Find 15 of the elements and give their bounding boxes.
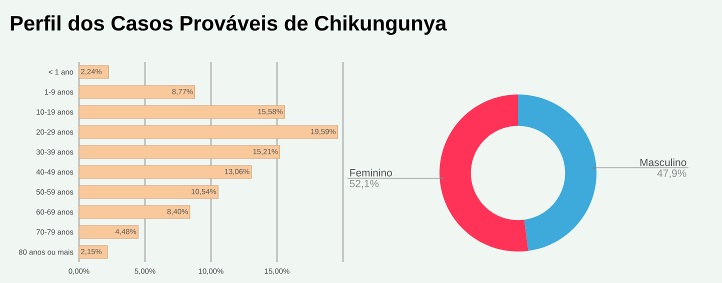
slice-label: Feminino [350,168,392,176]
bar [78,105,285,119]
data-label: 52,1% [350,180,379,189]
bar [78,65,109,79]
bar [78,185,218,199]
bar [78,205,190,219]
data-label: 47,9% [657,170,686,178]
slice-label: Masculino [640,158,686,166]
bar [78,145,280,159]
bar [78,225,138,239]
bar [78,165,252,179]
bar [78,245,108,259]
bar [78,125,338,139]
chart-title: Perfil dos Casos Prováveis de Chikungunya [10,15,447,35]
bar [78,85,196,99]
